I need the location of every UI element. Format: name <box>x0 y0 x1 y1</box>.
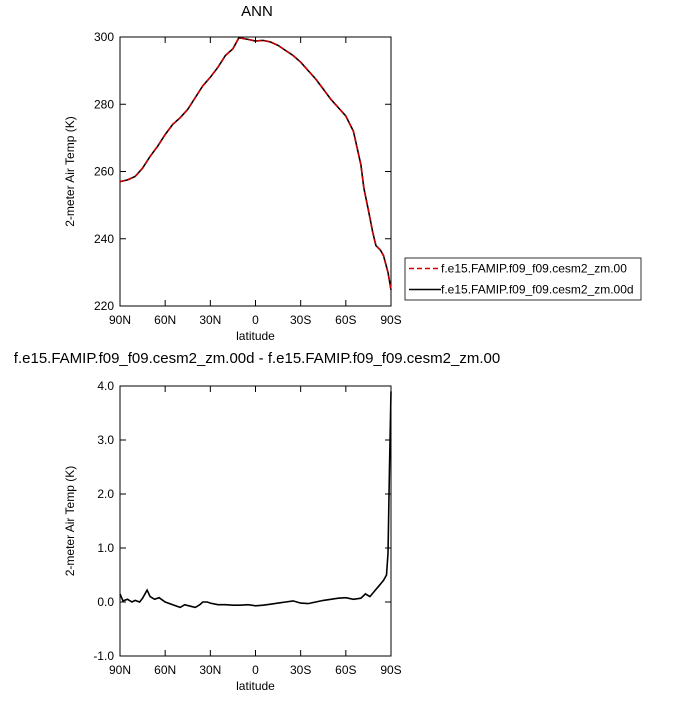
x-tick-label: 30S <box>290 663 311 677</box>
x-tick-label: 90N <box>109 313 131 327</box>
x-tick-label: 30S <box>290 313 311 327</box>
y-tick-label: -1.0 <box>93 649 114 663</box>
y-tick-label: 300 <box>94 30 114 44</box>
chart-title: f.e15.FAMIP.f09_f09.cesm2_zm.00d - f.e15… <box>14 350 500 367</box>
y-tick-label: 260 <box>94 165 114 179</box>
data-line <box>119 36 392 291</box>
plot-frame <box>119 385 392 657</box>
x-tick-label: 60N <box>154 663 176 677</box>
x-tick-label: 0 <box>252 313 259 327</box>
x-tick-label: 0 <box>252 663 259 677</box>
y-tick-label: 220 <box>94 299 114 313</box>
data-line <box>119 36 392 291</box>
y-axis-label: 2-meter Air Temp (K) <box>63 116 77 226</box>
y-axis-label: 2-meter Air Temp (K) <box>63 466 77 576</box>
y-tick-label: 4.0 <box>97 379 114 393</box>
x-axis-label: latitude <box>236 329 275 343</box>
y-tick-label: 240 <box>94 232 114 246</box>
x-tick-label: 90N <box>109 663 131 677</box>
x-tick-label: 60N <box>154 313 176 327</box>
chart-title: ANN <box>241 3 273 20</box>
y-tick-label: 280 <box>94 97 114 111</box>
x-tick-label: 60S <box>335 313 356 327</box>
y-tick-label: 3.0 <box>97 433 114 447</box>
x-tick-label: 30N <box>199 313 221 327</box>
y-tick-label: 2.0 <box>97 487 114 501</box>
legend-box <box>404 257 642 301</box>
x-axis-label: latitude <box>236 679 275 693</box>
data-line <box>119 391 392 609</box>
legend-label: f.e15.FAMIP.f09_f09.cesm2_zm.00d <box>441 283 634 297</box>
y-tick-label: 0.0 <box>97 595 114 609</box>
x-tick-label: 90S <box>380 313 401 327</box>
legend-label: f.e15.FAMIP.f09_f09.cesm2_zm.00 <box>441 262 627 276</box>
plot-frame <box>119 36 392 307</box>
x-tick-label: 30N <box>199 663 221 677</box>
y-tick-label: 1.0 <box>97 541 114 555</box>
x-tick-label: 90S <box>380 663 401 677</box>
x-tick-label: 60S <box>335 663 356 677</box>
